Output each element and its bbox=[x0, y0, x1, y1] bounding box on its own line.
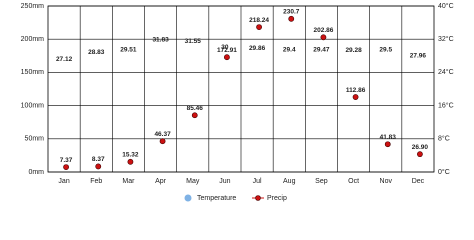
x-tick-label: Apr bbox=[155, 178, 167, 185]
precip-label: 218.24 bbox=[249, 17, 269, 24]
y2-tick-label: 8°C bbox=[438, 135, 450, 143]
temperature-label: 27.12 bbox=[56, 56, 73, 63]
temperature-label: 29.47 bbox=[313, 46, 330, 53]
precip-point bbox=[288, 15, 295, 22]
y2-tick-label: 32°C bbox=[438, 35, 454, 43]
precip-label: 112.86 bbox=[346, 87, 366, 94]
precip-label: 46.37 bbox=[154, 131, 171, 138]
x-tick-label: Jul bbox=[253, 178, 262, 185]
precip-label: 85.46 bbox=[187, 105, 204, 112]
x-tick-label: Oct bbox=[348, 178, 359, 185]
temperature-label: 30 bbox=[221, 44, 229, 51]
legend-label: Temperature bbox=[197, 195, 236, 202]
y-tick-label: 200mm bbox=[21, 36, 45, 43]
precip-point bbox=[159, 138, 166, 145]
precip-label: 202.86 bbox=[313, 27, 333, 34]
x-tick-label: Nov bbox=[380, 178, 393, 185]
chart: 0mm 50mm 100mm 150mm 200mm 250mm 0°C 8°C 16°C 24°… bbox=[21, 2, 454, 202]
x-tick-label: Jun bbox=[219, 178, 230, 185]
x-tick-label: Feb bbox=[90, 178, 102, 185]
temperature-label: 29.5 bbox=[379, 46, 392, 53]
temperature-label: 29.28 bbox=[345, 47, 362, 54]
x-tick-label: Aug bbox=[283, 178, 296, 185]
temperature-label: 29.51 bbox=[120, 46, 137, 53]
y-tick-label: 100mm bbox=[21, 102, 45, 109]
precip-label: 172.91 bbox=[217, 47, 237, 54]
legend-swatch bbox=[184, 194, 192, 202]
temperature-label: 31.55 bbox=[185, 38, 202, 45]
precip-label: 7.37 bbox=[60, 157, 73, 164]
precip-point bbox=[417, 151, 423, 158]
precip-label: 26.90 bbox=[412, 144, 429, 151]
precip-point bbox=[384, 141, 391, 148]
legend-label: Precip bbox=[267, 195, 287, 202]
x-tick-label: Sep bbox=[315, 178, 328, 185]
precip-label: 41.83 bbox=[380, 134, 397, 141]
y2-tick-label: 16°C bbox=[438, 101, 454, 109]
temperature-label: 29.4 bbox=[283, 47, 296, 54]
precip-point bbox=[352, 94, 359, 100]
legend-swatch bbox=[255, 195, 261, 201]
precip-label: 8.37 bbox=[92, 156, 105, 163]
precip-point bbox=[191, 112, 198, 119]
y-tick-label: 250mm bbox=[21, 3, 45, 10]
x-tick-label: May bbox=[186, 178, 200, 185]
precip-point bbox=[63, 164, 69, 171]
precip-point bbox=[95, 163, 102, 170]
precip-label: 230.7 bbox=[283, 9, 300, 16]
y2-tick-label: 0°C bbox=[438, 168, 450, 176]
temperature-label: 28.83 bbox=[88, 49, 105, 56]
x-tick-label: Jan bbox=[58, 178, 69, 185]
y-tick-label: 50mm bbox=[25, 136, 45, 143]
x-tick-label: Mar bbox=[122, 178, 135, 185]
y-tick-label: 150mm bbox=[21, 69, 45, 76]
precip-point bbox=[127, 158, 134, 165]
precip-point bbox=[224, 54, 230, 61]
precip-point bbox=[320, 34, 327, 41]
y2-tick-label: 24°C bbox=[438, 68, 454, 76]
y2-tick-label: 40°C bbox=[438, 2, 454, 10]
precip-label: 15.32 bbox=[122, 152, 139, 159]
precip-point bbox=[256, 24, 262, 30]
temperature-label: 27.96 bbox=[410, 53, 427, 60]
y-tick-label: 0mm bbox=[28, 169, 44, 176]
temperature-label: 29.86 bbox=[249, 45, 266, 52]
x-tick-label: Dec bbox=[412, 178, 425, 185]
temperature-label: 31.83 bbox=[152, 37, 169, 44]
